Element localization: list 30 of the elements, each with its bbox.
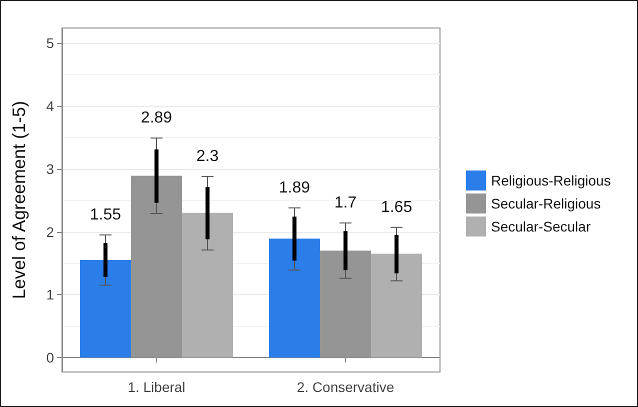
legend-label: Secular-Religious [491,196,601,212]
data-label: 1.89 [278,179,310,196]
bar [182,212,234,358]
bar [268,238,320,358]
bar [320,250,372,358]
bar [292,216,296,261]
y-axis-title: Level of Agreement (1-5) [9,100,29,300]
data-label: 1.65 [380,198,412,216]
y-tick-label: 0 [46,350,54,366]
x-tick-label: 2. Conservative [296,379,394,395]
data-label: 1.7 [334,194,357,212]
bar [371,254,422,358]
y-tick-label: 2 [46,224,54,240]
bar [130,176,182,358]
data-label: 1.55 [90,206,122,224]
legend-label: Religious-Religious [491,172,611,188]
y-tick-label: 1 [46,286,54,303]
data-label: 2.3 [196,148,219,165]
bar [344,231,348,270]
x-tick-label: 1. Liberal [128,379,186,395]
bar [154,149,158,203]
y-tick-label: 3 [46,160,54,177]
bar [394,234,399,274]
legend-label: Secular-Secular [491,218,591,234]
bar [80,260,131,358]
y-tick-label: 4 [46,98,54,114]
bar [103,243,108,278]
bar [206,187,210,240]
y-tick-label: 5 [46,35,54,52]
data-label: 2.89 [140,110,172,127]
